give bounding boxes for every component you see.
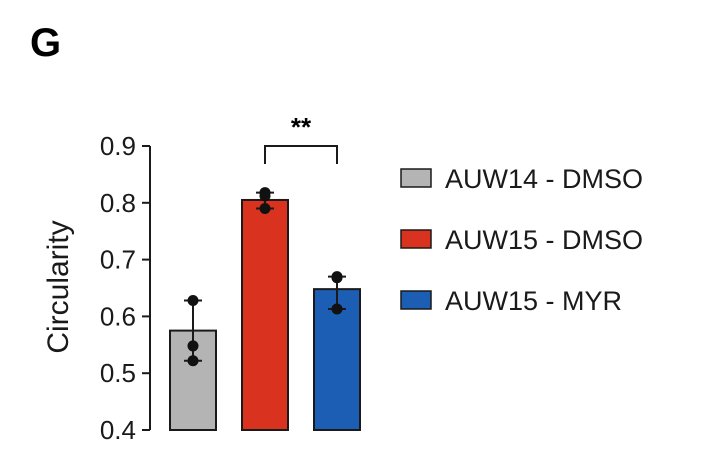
y-tick-label: 0.4 (100, 415, 136, 445)
data-point (331, 303, 343, 315)
legend-label-1: AUW14 - DMSO (445, 164, 643, 194)
y-tick-label: 0.8 (100, 188, 136, 218)
plot-area: 0.4 0.5 0.6 0.7 0.8 0.9 ** (100, 112, 361, 445)
y-tick-label: 0.5 (100, 358, 136, 388)
legend-swatch-1 (400, 168, 432, 188)
legend-label-3: AUW15 - MYR (445, 286, 622, 316)
data-point (259, 202, 271, 214)
data-point (187, 355, 199, 367)
y-tick-label: 0.6 (100, 301, 136, 331)
significance-bracket (264, 145, 338, 164)
significance-label: ** (291, 112, 312, 142)
legend-label-2: AUW15 - DMSO (445, 225, 643, 255)
legend-swatch-3 (400, 290, 432, 310)
panel-label: G (30, 21, 61, 65)
data-point (187, 340, 199, 352)
data-point (331, 272, 343, 284)
legend-swatch-2 (400, 229, 432, 249)
y-axis-label: Circularity (42, 220, 75, 353)
data-point (259, 190, 271, 202)
y-tick-label: 0.9 (100, 131, 136, 161)
data-point (187, 294, 199, 306)
legend: AUW14 - DMSO AUW15 - DMSO AUW15 - MYR (400, 164, 643, 316)
bar-2 (241, 198, 289, 431)
y-tick-label: 0.7 (100, 245, 136, 275)
